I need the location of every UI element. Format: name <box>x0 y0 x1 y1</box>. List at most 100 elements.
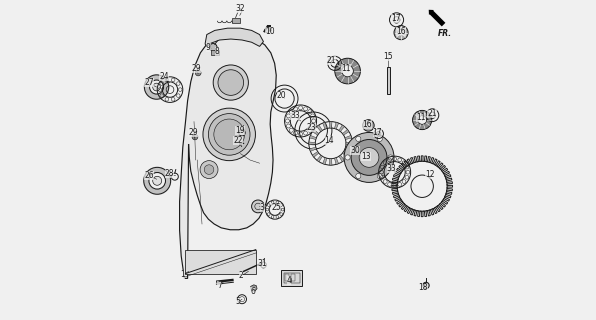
Circle shape <box>195 70 201 76</box>
Circle shape <box>377 173 382 179</box>
Polygon shape <box>343 130 349 135</box>
Circle shape <box>344 132 394 182</box>
Text: 19: 19 <box>235 126 244 135</box>
Circle shape <box>203 108 256 161</box>
Text: 9: 9 <box>206 43 211 52</box>
Polygon shape <box>322 122 327 129</box>
Text: 15: 15 <box>383 52 392 61</box>
Text: 29: 29 <box>192 64 201 73</box>
Text: 14: 14 <box>325 136 334 145</box>
Circle shape <box>398 29 404 36</box>
Text: 28: 28 <box>164 169 174 178</box>
Circle shape <box>214 119 244 150</box>
Circle shape <box>362 120 374 131</box>
Text: 13: 13 <box>361 152 371 161</box>
Circle shape <box>394 26 408 40</box>
Text: 29: 29 <box>188 128 198 137</box>
Polygon shape <box>345 147 352 151</box>
Text: 3: 3 <box>260 203 265 212</box>
Circle shape <box>388 155 393 160</box>
Polygon shape <box>251 285 257 291</box>
Polygon shape <box>329 159 332 165</box>
Circle shape <box>153 83 160 91</box>
Polygon shape <box>144 75 169 99</box>
Text: 16: 16 <box>396 27 406 36</box>
Polygon shape <box>316 125 322 132</box>
Circle shape <box>342 65 353 77</box>
Bar <box>281 270 302 286</box>
Polygon shape <box>316 155 322 162</box>
Circle shape <box>377 136 382 141</box>
Text: 31: 31 <box>257 259 267 268</box>
Circle shape <box>218 70 244 95</box>
Text: 7: 7 <box>217 281 222 290</box>
Polygon shape <box>205 28 263 46</box>
Circle shape <box>209 114 250 155</box>
Text: 17: 17 <box>372 128 382 137</box>
Polygon shape <box>346 142 352 145</box>
Text: 32: 32 <box>235 4 244 13</box>
Text: 12: 12 <box>425 170 434 179</box>
Polygon shape <box>339 125 344 132</box>
Text: FR.: FR. <box>437 29 452 38</box>
Text: 22: 22 <box>233 136 243 145</box>
Bar <box>284 273 300 283</box>
Text: 33: 33 <box>387 164 396 172</box>
Polygon shape <box>334 158 339 164</box>
Polygon shape <box>339 155 344 162</box>
Polygon shape <box>356 149 361 155</box>
Text: 5: 5 <box>235 297 240 306</box>
Text: 10: 10 <box>265 27 275 36</box>
Circle shape <box>423 282 429 289</box>
Text: 21: 21 <box>327 56 336 65</box>
Polygon shape <box>312 130 319 135</box>
Circle shape <box>213 65 249 100</box>
Circle shape <box>359 148 379 167</box>
Polygon shape <box>309 135 316 140</box>
Circle shape <box>412 110 432 130</box>
Polygon shape <box>329 122 332 128</box>
FancyArrow shape <box>429 10 445 27</box>
Polygon shape <box>343 152 349 157</box>
Text: 26: 26 <box>144 171 154 180</box>
Polygon shape <box>179 35 276 278</box>
Text: 11: 11 <box>417 113 426 122</box>
Text: 20: 20 <box>277 91 286 100</box>
Text: 33: 33 <box>290 111 300 120</box>
Circle shape <box>418 116 427 124</box>
Polygon shape <box>309 147 316 151</box>
Text: 11: 11 <box>342 64 351 73</box>
Text: 17: 17 <box>391 14 401 23</box>
Text: 1: 1 <box>180 270 185 279</box>
Polygon shape <box>309 142 315 145</box>
Text: 23: 23 <box>306 123 316 132</box>
Circle shape <box>252 200 265 213</box>
Bar <box>291 274 295 281</box>
Circle shape <box>265 28 269 33</box>
Circle shape <box>192 134 198 140</box>
Text: 24: 24 <box>159 72 169 81</box>
Circle shape <box>356 136 361 141</box>
Circle shape <box>356 173 361 179</box>
Bar <box>232 18 240 23</box>
Text: 6: 6 <box>250 287 255 296</box>
Circle shape <box>335 58 361 84</box>
Circle shape <box>153 176 162 185</box>
Polygon shape <box>345 135 352 140</box>
Bar <box>285 274 289 281</box>
Text: 30: 30 <box>350 146 360 155</box>
Bar <box>211 50 219 55</box>
Circle shape <box>204 165 214 174</box>
Text: 21: 21 <box>427 109 436 118</box>
Bar <box>185 250 256 274</box>
Text: 2: 2 <box>238 271 243 280</box>
Bar <box>387 67 390 94</box>
Text: 25: 25 <box>271 203 281 212</box>
Text: 8: 8 <box>215 47 220 56</box>
Polygon shape <box>322 158 327 164</box>
Text: 4: 4 <box>287 276 291 285</box>
Text: 18: 18 <box>418 284 428 292</box>
Text: 27: 27 <box>144 78 154 87</box>
Circle shape <box>345 155 350 160</box>
Circle shape <box>209 44 217 51</box>
